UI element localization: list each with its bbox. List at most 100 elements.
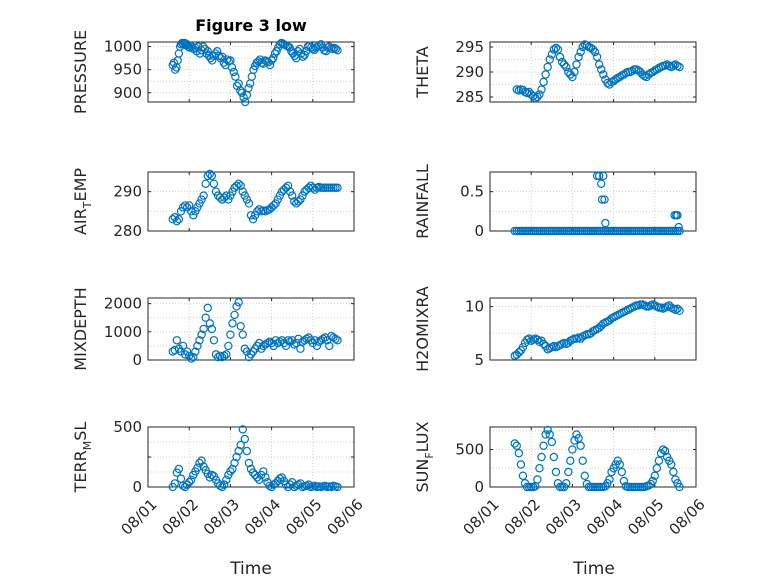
data-point — [271, 199, 280, 208]
data-point — [549, 452, 559, 462]
data-point — [553, 45, 563, 54]
data-point — [570, 67, 579, 77]
data-point — [170, 345, 179, 355]
data-point — [310, 481, 320, 490]
data-point — [172, 216, 182, 226]
data-point — [600, 195, 609, 204]
data-point — [226, 330, 235, 339]
data-point — [178, 341, 188, 351]
data-point — [197, 456, 206, 465]
data-point — [187, 475, 196, 484]
y-tick-label: 950 — [113, 61, 142, 79]
data-point — [232, 181, 241, 190]
data-point — [187, 354, 196, 363]
data-point — [333, 183, 342, 192]
data-point — [333, 46, 342, 55]
data-point — [675, 62, 684, 72]
data-point — [514, 348, 524, 357]
data-point — [201, 313, 210, 322]
data-point — [327, 482, 336, 492]
data-point — [236, 321, 245, 331]
data-point — [184, 201, 194, 210]
data-point — [310, 336, 320, 345]
data-point — [193, 341, 202, 351]
data-point — [545, 430, 554, 439]
data-point — [333, 482, 342, 492]
data-point — [238, 330, 247, 339]
data-point — [252, 473, 262, 482]
data-point — [669, 467, 678, 477]
data-point — [174, 464, 184, 474]
data-point — [205, 169, 214, 179]
x-tick-label: 08/01 — [459, 495, 502, 538]
data-point — [222, 475, 231, 484]
data-point — [615, 460, 624, 469]
data-point — [574, 434, 583, 443]
y-tick-label: 0 — [474, 222, 484, 240]
data-point — [232, 302, 241, 311]
data-point — [574, 52, 583, 62]
data-point — [580, 471, 589, 480]
data-point — [234, 298, 243, 307]
data-point — [242, 446, 252, 456]
data-point — [236, 440, 245, 450]
data-point — [220, 351, 229, 360]
y-axis-label: PRESSURE — [71, 30, 90, 114]
data-point — [222, 55, 232, 64]
data-point — [215, 481, 225, 490]
data-point — [566, 70, 575, 79]
data-point — [176, 40, 186, 49]
data-point — [222, 350, 231, 359]
data-point — [226, 467, 235, 476]
data-point — [551, 467, 561, 477]
data-point — [189, 211, 198, 220]
data-point — [564, 467, 573, 477]
data-point — [547, 437, 557, 447]
data-point — [667, 62, 676, 72]
data-point — [658, 445, 668, 454]
data-point — [568, 72, 577, 82]
data-point — [308, 183, 317, 192]
data-point — [592, 52, 602, 62]
data-point — [220, 480, 229, 489]
data-point — [662, 60, 672, 69]
data-point — [304, 480, 313, 489]
subplot-2: 285 290 295 THETA — [413, 38, 697, 106]
data-point — [191, 207, 200, 216]
data-point — [197, 195, 206, 204]
axes-box — [147, 171, 355, 232]
data-point — [176, 207, 186, 216]
data-point — [514, 449, 524, 458]
data-point — [234, 446, 243, 456]
data-point — [601, 218, 610, 228]
data-point — [230, 458, 239, 468]
data-point — [674, 222, 683, 232]
data-point — [275, 474, 285, 483]
y-tick-label: 500 — [455, 441, 484, 459]
data-point — [562, 62, 571, 72]
data-point — [238, 425, 247, 434]
data-point — [331, 334, 340, 344]
data-point — [296, 344, 305, 353]
data-point — [290, 482, 299, 492]
data-point — [248, 468, 258, 477]
data-point — [547, 50, 557, 59]
y-tick-label: 1000 — [104, 323, 142, 341]
data-point — [537, 452, 546, 462]
data-point — [654, 456, 664, 465]
data-point — [247, 72, 257, 81]
data-point — [535, 464, 544, 473]
data-point — [203, 303, 212, 313]
data-point — [269, 53, 278, 63]
data-point — [549, 45, 559, 54]
x-tick-label: 08/01 — [117, 495, 160, 538]
x-tick-label: 08/06 — [323, 495, 366, 538]
data-point — [224, 341, 233, 351]
data-point — [283, 336, 293, 345]
data-point — [611, 75, 620, 84]
data-point — [252, 207, 262, 216]
y-tick-label: 280 — [113, 222, 142, 240]
data-point — [675, 226, 684, 236]
data-point — [240, 191, 250, 200]
data-point — [174, 214, 184, 224]
